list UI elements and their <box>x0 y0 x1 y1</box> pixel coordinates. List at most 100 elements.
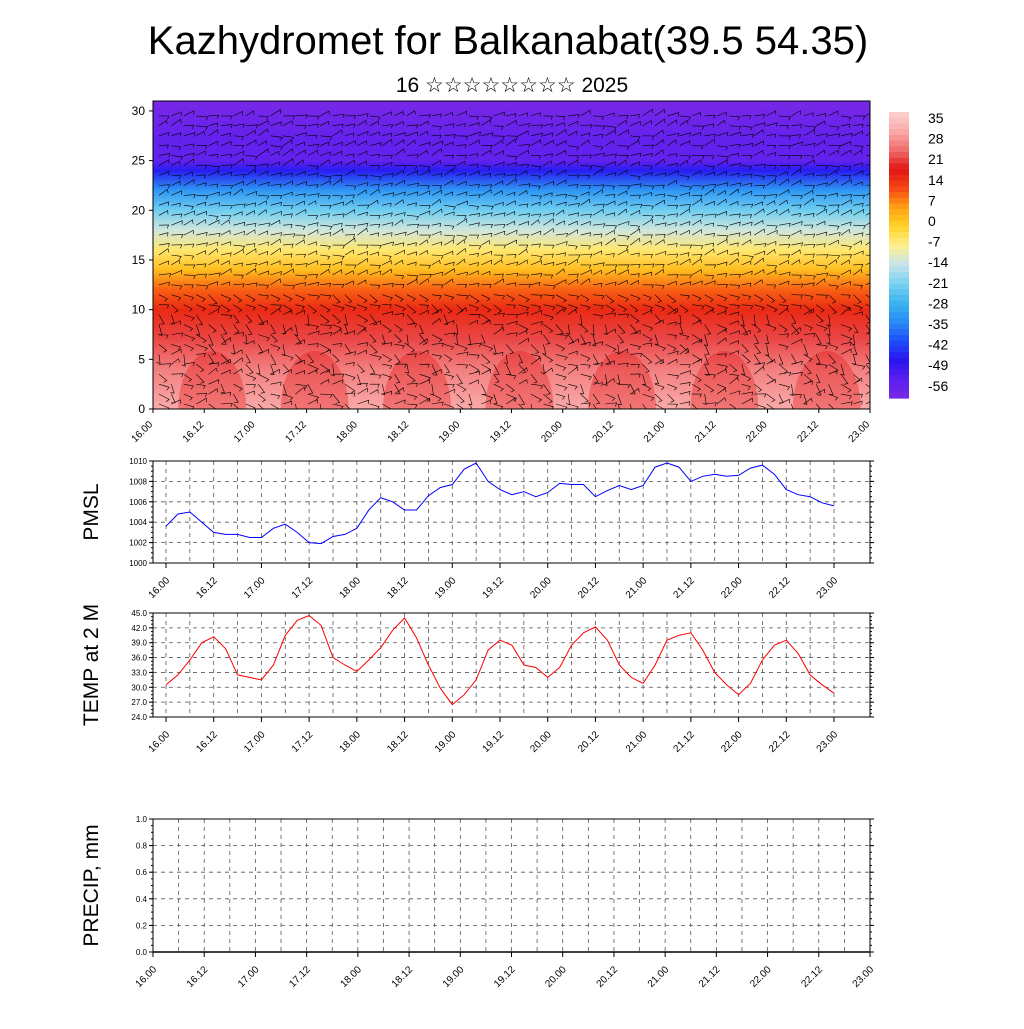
wind-barb <box>617 129 629 137</box>
wind-barb <box>183 294 195 301</box>
x-tick-label: 22.00 <box>719 575 745 601</box>
wind-barb <box>853 181 863 186</box>
wind-barb <box>493 180 504 186</box>
colorbar-swatch <box>889 300 909 308</box>
wind-barb <box>617 185 631 190</box>
wind-barb <box>853 194 866 199</box>
wind-barb <box>406 139 416 146</box>
wind-barb <box>456 344 468 352</box>
wind-barb <box>692 358 703 365</box>
wind-barb <box>357 399 370 405</box>
wind-barb <box>419 210 431 216</box>
wind-barb <box>555 279 567 286</box>
wind-barb <box>245 262 257 267</box>
x-tick-label: 20.12 <box>591 419 617 445</box>
wind-barb <box>282 158 294 166</box>
wind-barb <box>220 219 230 226</box>
colorbar-swatch <box>889 203 909 210</box>
wind-barb <box>716 294 728 302</box>
wind-barb <box>320 110 330 117</box>
wind-barb <box>429 384 434 396</box>
wind-barb <box>233 383 243 392</box>
wind-barb <box>282 327 293 335</box>
wind-barb <box>679 244 693 249</box>
wind-barb <box>406 403 418 409</box>
colorbar-swatch <box>889 209 909 216</box>
wind-barb <box>555 393 566 400</box>
wind-barb <box>295 224 306 230</box>
wind-barb <box>840 244 853 251</box>
wind-barb <box>332 174 343 179</box>
wind-barb <box>778 222 791 227</box>
wind-barb <box>518 183 531 188</box>
wind-barb <box>258 195 270 200</box>
wind-barb <box>828 149 839 156</box>
wind-barb <box>816 243 826 248</box>
wind-barb <box>853 344 858 355</box>
wind-barb <box>667 163 678 168</box>
wind-barb <box>208 304 221 310</box>
wind-barb <box>840 401 853 406</box>
wind-barb <box>778 234 791 240</box>
wind-barb <box>630 161 640 166</box>
wind-barb <box>307 364 319 372</box>
wind-barb <box>233 294 243 303</box>
wind-barb <box>456 271 468 276</box>
wind-barb <box>307 184 319 189</box>
wind-barb <box>419 141 431 147</box>
x-tick-label: 22.00 <box>748 964 774 990</box>
wind-barb <box>617 159 627 166</box>
x-tick-label: 21.00 <box>624 575 650 601</box>
wind-barb <box>617 394 622 406</box>
wind-barb <box>481 320 491 325</box>
wind-barb <box>456 284 468 289</box>
wind-barb <box>394 121 404 127</box>
wind-barb <box>592 341 603 346</box>
wind-barb <box>233 211 243 216</box>
wind-barb <box>617 279 628 286</box>
wind-barb <box>505 364 512 375</box>
colorbar-swatch <box>889 197 909 205</box>
wind-barb <box>307 281 320 287</box>
wind-barb <box>171 332 184 337</box>
wind-barb <box>158 144 169 149</box>
wind-barb <box>530 124 543 129</box>
wind-barb <box>605 269 616 276</box>
wind-barb <box>741 282 752 287</box>
colorbar-label: -7 <box>928 234 941 250</box>
wind-barb <box>865 294 870 299</box>
wind-barb <box>741 190 753 196</box>
wind-barb <box>766 110 777 117</box>
wind-barb <box>332 393 341 404</box>
x-tick-label: 19.00 <box>433 575 459 601</box>
wind-barb <box>778 307 789 315</box>
warm-cell <box>485 351 554 409</box>
wind-barb <box>245 229 256 236</box>
wind-barb <box>493 244 507 249</box>
wind-barb <box>394 334 403 343</box>
wind-barb <box>605 112 615 117</box>
wind-barb <box>233 144 244 149</box>
wind-barb <box>568 195 578 200</box>
wind-barb <box>580 124 593 129</box>
panel-frame <box>152 612 871 718</box>
wind-barb <box>555 364 567 371</box>
wind-barb <box>158 393 170 402</box>
wind-barb <box>369 165 381 170</box>
colorbar-swatch <box>889 243 909 250</box>
wind-barb <box>468 170 480 176</box>
wind-barb <box>493 139 504 146</box>
wind-barb <box>592 115 605 121</box>
wind-barb <box>431 241 443 246</box>
wind-barb <box>865 342 870 345</box>
wind-barb <box>667 213 679 218</box>
wind-barb <box>791 324 800 335</box>
wind-barb <box>431 189 443 196</box>
colorbar-swatch <box>889 129 909 136</box>
wind-barb <box>382 124 394 129</box>
wind-barb <box>468 194 481 199</box>
wind-barb <box>357 182 369 187</box>
wind-barb <box>295 386 306 395</box>
wind-barb <box>208 259 219 266</box>
wind-barb <box>170 314 175 325</box>
